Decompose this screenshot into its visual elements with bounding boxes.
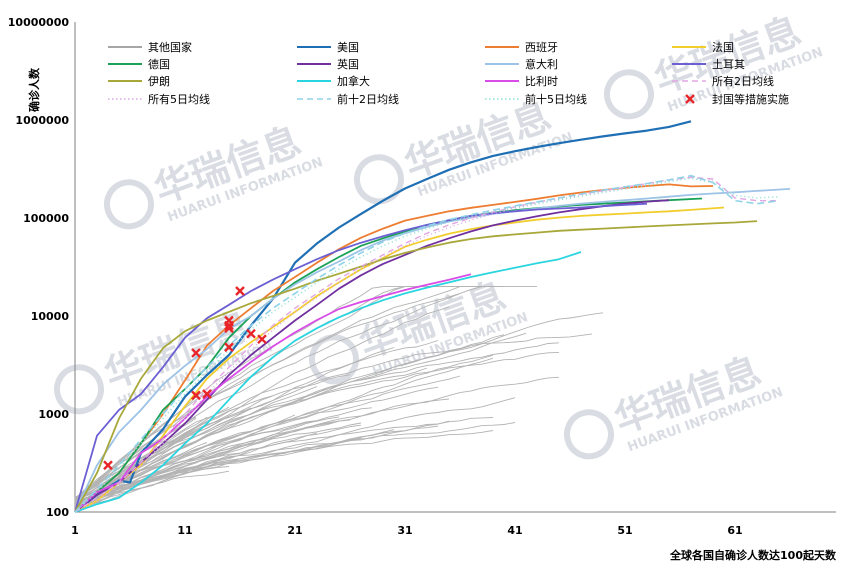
legend-label: 其他国家: [148, 40, 192, 54]
legend-item: 所有2日均线: [672, 74, 774, 88]
series-lines: [74, 120, 791, 513]
other-country-line: [74, 397, 516, 510]
legend-label: 封国等措施实施: [712, 92, 789, 106]
x-tick-label: 1: [71, 524, 79, 537]
legend-label: 所有2日均线: [712, 74, 774, 88]
series-line: [74, 174, 780, 513]
lockdown-marker: [224, 342, 234, 353]
legend-item: 前十2日均线: [297, 92, 399, 106]
x-tick-label: 41: [507, 524, 522, 537]
x-tick-label: 51: [617, 524, 632, 537]
y-tick-labels: 100 1000 10000 100000 1000000 10000000: [8, 16, 70, 519]
legend-label: 伊朗: [148, 75, 170, 88]
x-tick-label: 21: [287, 524, 302, 537]
other-country-line: [74, 286, 504, 500]
other-country-line: [74, 432, 318, 506]
legend-item: 土耳其: [672, 58, 745, 71]
other-country-line: [74, 430, 494, 508]
series-line: [74, 251, 582, 513]
x-axis-title: 全球各国自确诊人数达100起天数: [669, 548, 837, 562]
legend-item: 意大利: [485, 57, 558, 71]
other-country-line: [74, 416, 197, 502]
x-tick-label: 31: [397, 524, 412, 537]
legend-item: 比利时: [485, 75, 558, 88]
watermark-logo-icon: [103, 179, 154, 230]
legend-item: 德国: [108, 57, 170, 71]
lockdown-marker: [103, 460, 113, 471]
legend-item: 加拿大: [297, 74, 370, 88]
other-country-line: [74, 332, 527, 498]
y-axis-title: 确诊人数: [27, 67, 41, 112]
series-line: [74, 197, 703, 513]
other-country-line: [74, 422, 516, 506]
other-country-line: [74, 416, 208, 502]
y-tick-label: 10000000: [8, 16, 70, 29]
lockdown-marker: [235, 286, 245, 296]
series-line: [74, 188, 791, 513]
y-tick-label: 1000000: [15, 114, 69, 127]
legend-item: 西班牙: [485, 41, 558, 54]
legend-label: 意大利: [525, 57, 558, 71]
y-tick-label: 100: [46, 506, 69, 519]
watermark-logo-icon: [53, 364, 104, 415]
legend-item: 其他国家: [108, 40, 192, 54]
lockdown-marker: [191, 348, 201, 358]
lockdown-markers: [103, 286, 267, 471]
x-tick-label: 11: [177, 524, 192, 537]
legend-item: 伊朗: [108, 75, 170, 88]
watermark-logo-icon: [563, 409, 614, 460]
other-country-line: [74, 386, 439, 501]
watermark-logo-icon: [603, 69, 654, 120]
y-tick-label: 10000: [31, 310, 70, 323]
x-tick-label: 61: [727, 524, 742, 537]
legend-label: 西班牙: [525, 41, 558, 54]
lockdown-marker: [257, 334, 267, 345]
legend-label: 英国: [337, 57, 359, 71]
series-line: [74, 206, 725, 513]
series-line: [74, 220, 758, 513]
legend-label: 所有5日均线: [148, 92, 210, 106]
series-line: [74, 202, 648, 513]
legend-item: 所有5日均线: [108, 92, 210, 106]
other-country-line: [74, 293, 461, 501]
legend-item: 英国: [297, 57, 359, 71]
other-country-line: [74, 342, 560, 503]
legend-label: 前十2日均线: [337, 92, 399, 106]
legend-item: 封国等措施实施: [685, 92, 789, 106]
legend-label: 美国: [337, 41, 359, 54]
legend-item: 法国: [672, 40, 734, 54]
series-line: [74, 199, 670, 513]
x-tick-labels: 1 11 21 31 41 51 61: [71, 524, 742, 537]
lockdown-marker: [191, 390, 201, 401]
legend-item: 前十5日均线: [485, 92, 587, 106]
series-line: [74, 177, 780, 513]
y-tick-label: 1000: [38, 408, 69, 421]
legend-label: 比利时: [525, 75, 558, 88]
legend-label: 前十5日均线: [525, 92, 587, 106]
legend-item: 美国: [297, 41, 359, 54]
series-line: [74, 120, 692, 513]
lockdown-marker: [246, 328, 256, 339]
lockdown-marker: [224, 323, 234, 334]
y-tick-label: 100000: [23, 212, 69, 225]
legend-label: 加拿大: [337, 74, 370, 88]
watermark-logo-icon: [353, 154, 404, 205]
legend-label: 法国: [712, 40, 734, 54]
legend-label: 土耳其: [712, 58, 745, 71]
lockdown-marker: [224, 320, 234, 331]
lockdown-marker: [202, 389, 212, 399]
other-country-line: [74, 375, 461, 503]
other-country-line: [74, 354, 494, 511]
series-line: [74, 273, 472, 513]
watermark-logo-icon: [308, 334, 359, 385]
legend-label: 德国: [148, 57, 170, 71]
